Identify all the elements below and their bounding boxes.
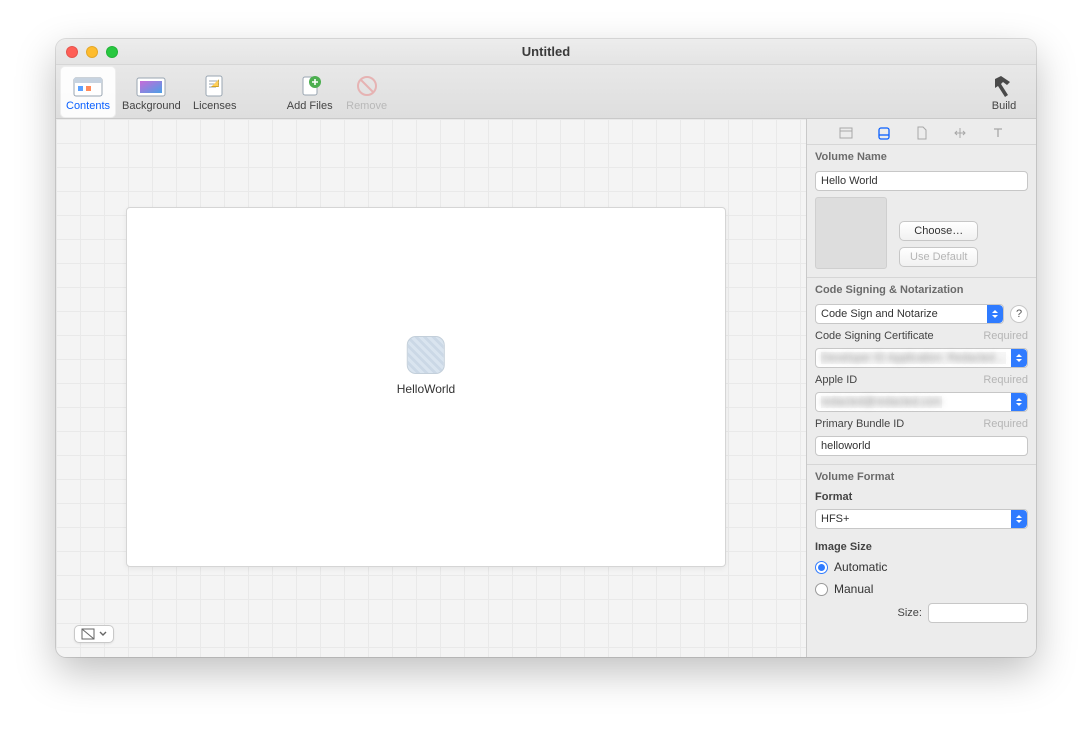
cert-label: Code Signing Certificate [815,330,977,342]
body: HelloWorld Volume Name [56,119,1036,657]
app-label: HelloWorld [397,382,455,396]
radio-icon [815,561,828,574]
view-mode-popup[interactable] [74,625,114,643]
contents-icon [72,73,104,99]
toolbar-licenses-label: Licenses [193,100,236,112]
use-default-icon-button: Use Default [899,247,978,267]
image-size-manual-label: Manual [834,582,873,596]
dmg-preview-window[interactable]: HelloWorld [126,207,726,567]
remove-icon [351,73,383,99]
image-size-heading: Image Size [815,541,1028,553]
inspector: Volume Name Choose… Use Default Code Sig… [806,119,1036,657]
window-title: Untitled [522,44,570,59]
format-label: Format [815,491,1028,503]
select-arrows-icon [1011,393,1027,411]
inspector-tabs [807,119,1036,145]
toolbar-background-label: Background [122,100,181,112]
section-volume-format: Format HFS+ Image Size Automatic Manual … [807,487,1036,631]
cert-required: Required [983,330,1028,342]
bundle-required: Required [983,418,1028,430]
volume-name-input[interactable] [815,171,1028,191]
close-window-button[interactable] [66,46,78,58]
inspector-tab-text[interactable] [990,125,1006,141]
volume-icon-thumbnail[interactable] [815,197,887,269]
toolbar-add-files-label: Add Files [287,100,333,112]
codesign-help-button[interactable]: ? [1010,305,1028,323]
toolbar-licenses[interactable]: Licenses [187,66,243,118]
codesign-action-select[interactable]: Code Sign and Notarize [815,304,1004,324]
size-label: Size: [898,607,922,619]
toolbar-contents[interactable]: Contents [60,66,116,118]
inspector-tab-file[interactable] [914,125,930,141]
licenses-icon [199,73,231,99]
background-icon [135,73,167,99]
image-size-automatic-radio[interactable]: Automatic [815,559,1028,575]
format-select[interactable]: HFS+ [815,509,1028,529]
select-arrows-icon [1011,349,1027,367]
select-arrows-icon [987,305,1003,323]
canvas-area[interactable]: HelloWorld [56,119,806,657]
select-arrows-icon [1011,510,1027,528]
view-mode-icon [81,628,95,640]
add-files-icon [294,73,326,99]
appleid-value: redacted@redacted.com [821,396,942,408]
toolbar-remove-label: Remove [346,100,387,112]
codesign-action-value: Code Sign and Notarize [821,308,938,320]
inspector-tab-layout[interactable] [952,125,968,141]
titlebar: Untitled [56,39,1036,65]
zoom-window-button[interactable] [106,46,118,58]
bundle-id-input[interactable] [815,436,1028,456]
window: Untitled Contents Background Licenses [56,39,1036,657]
appleid-required: Required [983,374,1028,386]
choose-icon-button[interactable]: Choose… [899,221,978,241]
cert-value: Developer ID Application: Redacted… [821,352,1006,364]
appleid-select[interactable]: redacted@redacted.com [815,392,1028,412]
toolbar-add-files[interactable]: Add Files [281,66,339,118]
image-size-automatic-label: Automatic [834,560,887,574]
cert-select[interactable]: Developer ID Application: Redacted… [815,348,1028,368]
section-volume-name-heading: Volume Name [807,145,1036,167]
radio-icon [815,583,828,596]
toolbar-build-label: Build [992,100,1016,112]
toolbar-build[interactable]: Build [976,66,1032,118]
chevron-down-icon [99,631,107,637]
toolbar-background[interactable]: Background [116,66,187,118]
image-size-manual-radio[interactable]: Manual [815,581,1028,597]
build-hammer-icon [988,73,1020,99]
toolbar-remove: Remove [339,66,395,118]
inspector-tab-volume[interactable] [876,125,892,141]
section-codesign: Code Sign and Notarize ? Code Signing Ce… [807,300,1036,464]
toolbar: Contents Background Licenses Add Files [56,65,1036,119]
bundle-label: Primary Bundle ID [815,418,977,430]
app-icon [407,336,445,374]
section-volume-format-heading: Volume Format [807,464,1036,487]
inspector-tab-window[interactable] [838,125,854,141]
minimize-window-button[interactable] [86,46,98,58]
app-item[interactable]: HelloWorld [397,336,455,396]
format-value: HFS+ [821,513,849,525]
size-input[interactable] [928,603,1028,623]
section-volume-name: Choose… Use Default [807,167,1036,277]
toolbar-contents-label: Contents [66,100,110,112]
appleid-label: Apple ID [815,374,977,386]
section-codesign-heading: Code Signing & Notarization [807,277,1036,300]
traffic-lights [66,46,118,58]
